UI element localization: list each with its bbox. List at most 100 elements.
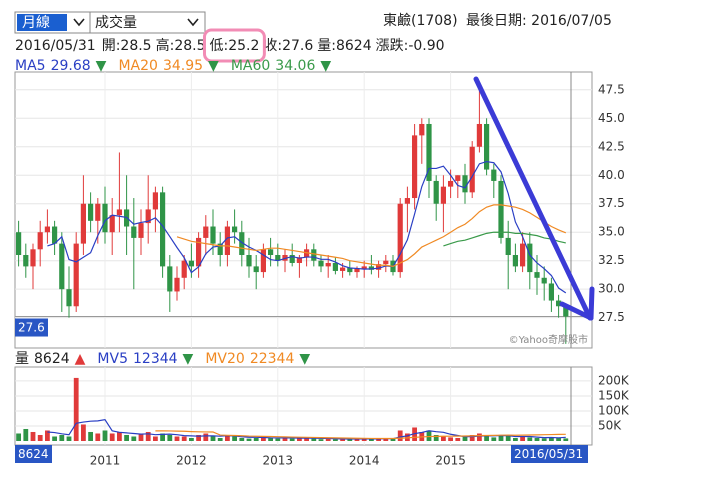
volume-bar bbox=[505, 435, 511, 441]
current-price: 27.6 bbox=[18, 321, 45, 335]
volume-bar bbox=[167, 434, 173, 441]
current-date-box bbox=[511, 445, 588, 463]
candle-body bbox=[131, 226, 137, 238]
volume-bar bbox=[246, 438, 252, 441]
candle-body bbox=[455, 175, 461, 181]
candle-body bbox=[224, 226, 230, 255]
quote-value: 8624 bbox=[336, 38, 372, 54]
period-highlight bbox=[17, 14, 67, 31]
volume-bar bbox=[88, 431, 93, 441]
y-tick-label: 42.5 bbox=[598, 139, 625, 153]
volume-bar bbox=[109, 433, 115, 441]
y-tick-label: 100K bbox=[598, 403, 630, 417]
volume-bar bbox=[45, 430, 50, 441]
volume-bar bbox=[52, 436, 57, 441]
candle-body bbox=[296, 257, 302, 263]
legend-value: 34.06 bbox=[275, 58, 315, 74]
candle-body bbox=[469, 146, 475, 193]
volume-bar bbox=[390, 438, 396, 441]
candle-body bbox=[361, 266, 367, 269]
candle-body bbox=[95, 203, 101, 221]
volume-bar bbox=[325, 438, 331, 441]
volume-bar bbox=[462, 436, 468, 441]
last-date: 最後日期: 2016/07/05 bbox=[466, 13, 612, 29]
volume-bar bbox=[59, 434, 65, 441]
legend-value: 12344 bbox=[133, 351, 178, 367]
annotation-arrow bbox=[473, 76, 595, 321]
volume-bar bbox=[549, 437, 554, 441]
legend-value: 8624 bbox=[34, 351, 70, 367]
candle-body bbox=[203, 226, 209, 238]
line-series bbox=[155, 430, 566, 440]
watermark: ©Yahoo奇摩股市 bbox=[509, 333, 588, 346]
volume-bar bbox=[282, 437, 288, 441]
legend-value: 34.95 bbox=[163, 58, 203, 74]
candle-body bbox=[520, 243, 526, 267]
candle-body bbox=[563, 306, 569, 317]
volume-bar bbox=[145, 431, 151, 441]
volume-bar bbox=[333, 439, 338, 441]
quote-value: 28.5 bbox=[120, 38, 151, 54]
dropdown-arrow bbox=[73, 18, 85, 27]
current-price-box bbox=[15, 318, 48, 337]
candle-body bbox=[239, 232, 245, 255]
candle-body bbox=[152, 192, 158, 210]
candle-body bbox=[512, 255, 518, 267]
volume-bar bbox=[455, 437, 461, 441]
volume-bar bbox=[441, 436, 446, 441]
quote-value: -0.90 bbox=[408, 38, 444, 54]
volume-bar bbox=[304, 437, 309, 441]
candle-body bbox=[340, 267, 346, 271]
volume-bar bbox=[311, 438, 317, 441]
candle-body bbox=[268, 249, 274, 255]
legend-name: MA60 bbox=[231, 58, 270, 74]
volume-bar bbox=[513, 437, 518, 441]
indicator-select[interactable] bbox=[89, 11, 206, 34]
volume-bar bbox=[210, 436, 216, 441]
candle-body bbox=[556, 300, 562, 307]
x-tick-label: 2013 bbox=[263, 454, 294, 468]
candle-body bbox=[80, 203, 86, 244]
candle-body bbox=[109, 215, 115, 233]
volume-bar bbox=[534, 437, 540, 441]
volume-bar bbox=[491, 437, 497, 441]
candle-body bbox=[52, 226, 58, 244]
volume-bar bbox=[484, 436, 489, 441]
legend-name: 量 bbox=[15, 351, 29, 367]
candle-body bbox=[462, 175, 468, 193]
candle-body bbox=[246, 255, 252, 267]
volume-bar bbox=[426, 430, 432, 441]
volume-bar bbox=[124, 434, 129, 441]
volume-bar bbox=[138, 433, 144, 441]
volume-bar bbox=[95, 433, 101, 441]
x-tick-label: 2011 bbox=[90, 454, 121, 468]
candle-body bbox=[167, 266, 173, 292]
volume-bar bbox=[541, 438, 547, 441]
volume-bar bbox=[520, 436, 525, 441]
volume-bar bbox=[477, 433, 482, 441]
candle-body bbox=[541, 277, 547, 284]
legend-marker: ▼ bbox=[320, 58, 331, 74]
candle-body bbox=[188, 260, 194, 267]
volume-bar bbox=[433, 434, 439, 441]
candle-body bbox=[145, 209, 151, 224]
period-label: 月線 bbox=[22, 15, 50, 31]
x-tick-label: 2012 bbox=[176, 454, 207, 468]
y-tick-label: 37.5 bbox=[598, 196, 625, 210]
legend-name: MA20 bbox=[118, 58, 157, 74]
legend-value: 22344 bbox=[250, 351, 295, 367]
volume-bar bbox=[73, 377, 79, 441]
y-tick-label: 50K bbox=[598, 418, 622, 432]
volume-bar bbox=[174, 436, 180, 441]
candle-body bbox=[59, 243, 65, 290]
candle-body bbox=[44, 226, 50, 233]
line-series bbox=[47, 160, 567, 294]
candle-body bbox=[88, 203, 94, 221]
current-volume-box bbox=[15, 445, 52, 463]
candle-body bbox=[397, 203, 403, 273]
x-tick-label: 2014 bbox=[349, 454, 380, 468]
volume-bar bbox=[81, 424, 86, 441]
candle-body bbox=[311, 249, 317, 261]
candle-body bbox=[160, 192, 166, 267]
candle-body bbox=[16, 232, 22, 255]
